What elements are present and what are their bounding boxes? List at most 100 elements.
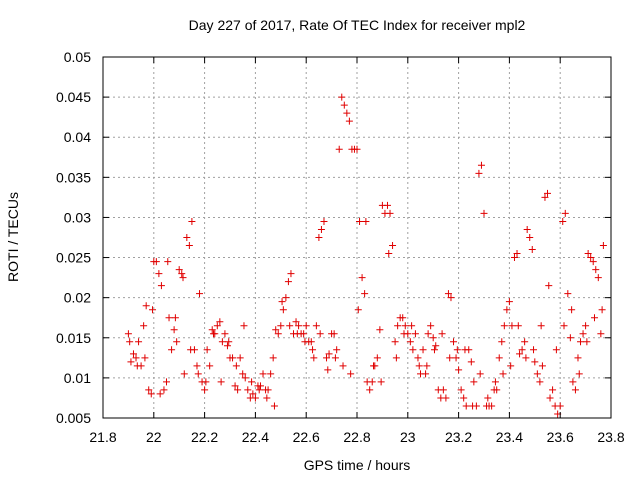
data-point bbox=[358, 274, 366, 282]
data-point bbox=[361, 290, 369, 298]
data-point bbox=[453, 346, 461, 354]
data-point bbox=[221, 330, 229, 338]
data-point bbox=[147, 390, 155, 398]
data-point bbox=[259, 370, 267, 378]
data-point bbox=[178, 270, 186, 278]
data-point bbox=[541, 193, 549, 201]
data-point bbox=[157, 282, 165, 290]
data-point bbox=[302, 322, 310, 330]
data-point bbox=[340, 101, 348, 109]
data-point bbox=[575, 370, 583, 378]
data-point bbox=[201, 386, 209, 394]
data-point bbox=[248, 378, 256, 386]
data-point bbox=[500, 322, 508, 330]
data-point bbox=[256, 382, 264, 390]
data-point bbox=[530, 346, 538, 354]
data-point bbox=[447, 294, 455, 302]
data-point bbox=[354, 306, 362, 314]
data-point bbox=[513, 250, 521, 258]
data-point bbox=[244, 386, 252, 394]
data-point bbox=[419, 346, 427, 354]
data-point bbox=[124, 330, 132, 338]
data-point bbox=[180, 370, 188, 378]
data-point bbox=[484, 394, 492, 402]
data-point bbox=[126, 338, 134, 346]
data-point bbox=[232, 362, 240, 370]
data-point bbox=[164, 258, 172, 266]
data-point bbox=[598, 306, 606, 314]
data-point bbox=[477, 161, 485, 169]
data-point bbox=[599, 242, 607, 250]
data-point bbox=[202, 378, 210, 386]
data-point bbox=[142, 302, 150, 310]
data-point bbox=[193, 362, 201, 370]
data-point bbox=[155, 270, 163, 278]
data-point bbox=[160, 386, 168, 394]
data-point bbox=[475, 169, 483, 177]
y-tick-label: 0.03 bbox=[64, 209, 91, 225]
data-point bbox=[188, 217, 196, 225]
data-point bbox=[345, 117, 353, 125]
data-point bbox=[406, 338, 414, 346]
data-point bbox=[401, 322, 409, 330]
data-point bbox=[135, 338, 143, 346]
data-point bbox=[170, 326, 178, 334]
data-point bbox=[295, 322, 303, 330]
data-point bbox=[376, 326, 384, 334]
data-point bbox=[279, 306, 287, 314]
data-point bbox=[590, 314, 598, 322]
data-point bbox=[518, 346, 526, 354]
data-point bbox=[424, 330, 432, 338]
data-point bbox=[316, 330, 324, 338]
data-point bbox=[467, 358, 475, 366]
data-point bbox=[583, 338, 591, 346]
data-point bbox=[241, 374, 249, 382]
data-point bbox=[507, 362, 515, 370]
data-point bbox=[469, 402, 477, 410]
data-point bbox=[432, 342, 440, 350]
data-point bbox=[274, 330, 282, 338]
data-point bbox=[498, 338, 506, 346]
data-point bbox=[269, 354, 277, 362]
data-point bbox=[347, 370, 355, 378]
data-point bbox=[450, 338, 458, 346]
data-point bbox=[442, 394, 450, 402]
data-point bbox=[165, 314, 173, 322]
data-point bbox=[287, 270, 295, 278]
data-point bbox=[531, 358, 539, 366]
data-point bbox=[264, 386, 272, 394]
data-point bbox=[491, 378, 499, 386]
data-point bbox=[414, 354, 422, 362]
data-point bbox=[229, 354, 237, 362]
data-point bbox=[263, 394, 271, 402]
x-tick-label: 23.2 bbox=[445, 429, 472, 445]
data-point bbox=[330, 330, 338, 338]
data-point bbox=[579, 330, 587, 338]
data-point bbox=[423, 362, 431, 370]
data-point bbox=[218, 338, 226, 346]
data-point bbox=[171, 314, 179, 322]
data-point bbox=[545, 282, 553, 290]
data-point bbox=[411, 330, 419, 338]
data-point bbox=[317, 225, 325, 233]
data-point bbox=[366, 386, 374, 394]
data-point bbox=[333, 346, 341, 354]
data-point bbox=[385, 250, 393, 258]
y-tick-label: 0.04 bbox=[64, 129, 91, 145]
data-point bbox=[370, 362, 378, 370]
data-point bbox=[514, 322, 522, 330]
data-point bbox=[278, 298, 286, 306]
data-point bbox=[145, 386, 153, 394]
data-point bbox=[323, 354, 331, 362]
data-point bbox=[510, 254, 518, 262]
data-point bbox=[552, 346, 560, 354]
data-point bbox=[462, 402, 470, 410]
data-point bbox=[592, 266, 600, 274]
data-point bbox=[559, 217, 567, 225]
data-point bbox=[427, 322, 435, 330]
data-point bbox=[574, 354, 582, 362]
data-point bbox=[549, 386, 557, 394]
data-point bbox=[335, 145, 343, 153]
data-point bbox=[132, 354, 140, 362]
data-point bbox=[430, 346, 438, 354]
